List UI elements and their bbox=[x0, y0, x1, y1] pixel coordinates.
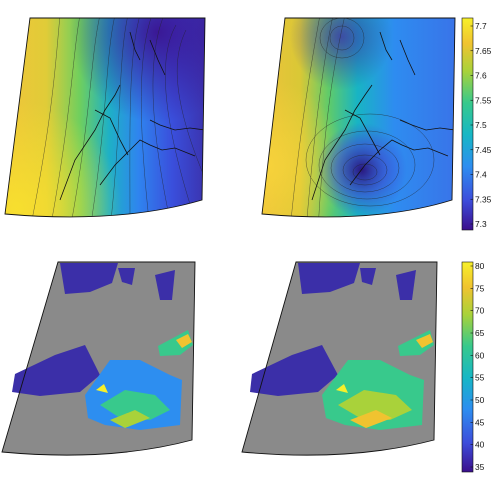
colorbar-pi-tick-label: 60 bbox=[475, 350, 485, 360]
colorbar-height-ticks: 7.7 7.65 7.6 7.55 7.5 7.45 7.4 7.35 7.3 bbox=[470, 21, 492, 229]
panel-d-frame bbox=[241, 261, 438, 456]
colorbar-height-tick-label: 7.65 bbox=[475, 46, 492, 56]
colorbar-pi-tick-label: 50 bbox=[475, 395, 485, 405]
panel-d: 80 75 70 65 60 55 50 45 40 35 bbox=[241, 261, 485, 473]
colorbar-pi-tick-label: 70 bbox=[475, 306, 485, 316]
panel-d-black-sea-warm bbox=[416, 334, 433, 348]
colorbar-height-tick-label: 7.3 bbox=[475, 219, 487, 229]
colorbar-height-bar bbox=[461, 17, 474, 231]
panel-c-hotspot bbox=[96, 384, 108, 393]
colorbar-pi-tick-label: 45 bbox=[475, 417, 485, 427]
colorbar-pi-tick-label: 55 bbox=[475, 373, 485, 383]
panel-c bbox=[1, 261, 196, 456]
panel-d-hotspot bbox=[336, 384, 348, 393]
panel-b-frame bbox=[261, 17, 456, 218]
colorbar-height-tick-label: 7.45 bbox=[475, 145, 492, 155]
panel-d-med-warm bbox=[338, 390, 412, 420]
colorbar-pi-tick-label: 80 bbox=[475, 261, 485, 271]
panel-c-baltic bbox=[155, 270, 175, 300]
panel-a-coastlines bbox=[59, 31, 205, 201]
colorbar-pi-ticks: 80 75 70 65 60 55 50 45 40 35 bbox=[470, 261, 485, 472]
colorbar-pi-bar bbox=[461, 261, 474, 473]
colorbar-pi: 80 75 70 65 60 55 50 45 40 35 bbox=[461, 261, 485, 473]
panel-d-atlantic bbox=[298, 263, 360, 294]
panel-b-height-field bbox=[262, 18, 455, 217]
panel-c-frame bbox=[1, 261, 196, 456]
colorbar-height-tick-label: 7.6 bbox=[475, 71, 487, 81]
colorbar-height-tick-label: 7.55 bbox=[475, 95, 492, 105]
panel-c-sea bbox=[12, 263, 193, 430]
panel-d-west-med bbox=[250, 345, 338, 396]
panel-a-frame bbox=[4, 17, 206, 218]
colorbar-pi-tick-label: 35 bbox=[475, 462, 485, 472]
panel-b-coastlines bbox=[311, 31, 455, 201]
panel-d-north-sea bbox=[360, 268, 376, 285]
panel-a bbox=[4, 17, 206, 218]
colorbar-height-tick-label: 7.5 bbox=[475, 120, 487, 130]
panel-a-height-field bbox=[5, 18, 205, 217]
panel-c-med-green bbox=[100, 390, 170, 420]
colorbar-height-tick-label: 7.4 bbox=[475, 170, 487, 180]
panel-c-north-sea bbox=[118, 268, 135, 285]
colorbar-pi-tick-label: 40 bbox=[475, 440, 485, 450]
panel-c-west-med bbox=[12, 345, 100, 396]
panel-d-baltic bbox=[396, 270, 416, 300]
panel-b: 7.7 7.65 7.6 7.55 7.5 7.45 7.4 7.35 7.3 bbox=[261, 17, 492, 231]
panel-c-atlantic bbox=[60, 263, 118, 294]
panel-b-contours bbox=[289, 18, 435, 217]
panel-d-sea bbox=[250, 263, 434, 430]
colorbar-height: 7.7 7.65 7.6 7.55 7.5 7.45 7.4 7.35 7.3 bbox=[461, 17, 492, 231]
colorbar-pi-tick-label: 75 bbox=[475, 283, 485, 293]
colorbar-pi-tick-label: 65 bbox=[475, 328, 485, 338]
panel-c-med-warm bbox=[110, 410, 150, 428]
panel-d-med-hot bbox=[350, 410, 392, 428]
colorbar-height-tick-label: 7.7 bbox=[475, 21, 487, 31]
panel-c-black-sea-warm bbox=[176, 334, 192, 348]
panel-a-contours bbox=[29, 18, 205, 217]
colorbar-height-tick-label: 7.35 bbox=[475, 194, 492, 204]
